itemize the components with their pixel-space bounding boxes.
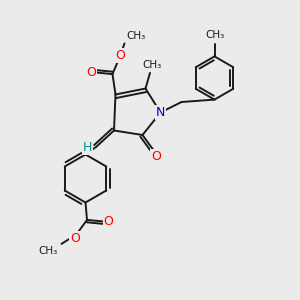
Text: O: O: [151, 149, 161, 163]
Text: CH₃: CH₃: [39, 246, 58, 256]
Text: O: O: [104, 215, 113, 228]
Text: CH₃: CH₃: [126, 31, 145, 41]
Text: CH₃: CH₃: [143, 60, 162, 70]
Text: CH₃: CH₃: [205, 30, 224, 40]
Text: O: O: [87, 66, 96, 79]
Text: O: O: [116, 49, 125, 62]
Text: N: N: [156, 106, 165, 119]
Text: O: O: [70, 232, 80, 245]
Text: H: H: [83, 141, 92, 154]
